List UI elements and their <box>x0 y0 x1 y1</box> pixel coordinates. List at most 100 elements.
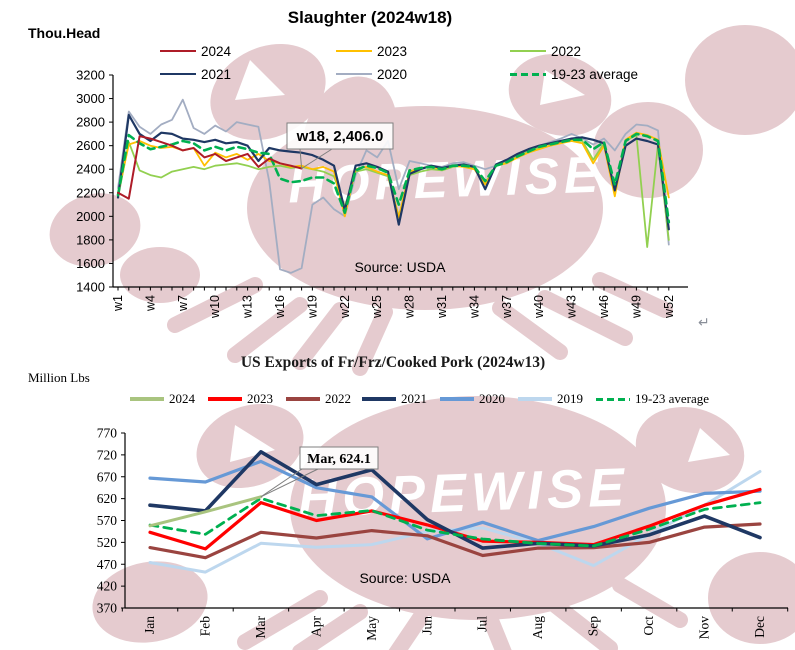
slaughter-annotation-box <box>286 122 394 150</box>
slaughter-y-label: 1800 <box>76 232 105 247</box>
legend-item-2019: 2019 <box>518 391 583 406</box>
pork_exports-series-2022 <box>148 522 762 560</box>
legend-item-2021: 2021 <box>160 66 232 82</box>
slaughter-x-label: w25 <box>370 295 384 319</box>
legend-item-2020: 2020 <box>440 391 505 406</box>
slaughter-y-label: 3000 <box>76 91 105 106</box>
paragraph-return-mark: ↵ <box>698 314 710 330</box>
legend-item-2021: 2021 <box>362 391 427 406</box>
legend-item-19-23-average: 19-23 average <box>596 391 709 406</box>
annotation-leader <box>301 148 333 169</box>
annotation-leader <box>299 148 303 169</box>
pork_exports-series-19-23-average <box>148 496 762 548</box>
slaughter-x-label: w19 <box>305 295 319 319</box>
slaughter-x-label: w28 <box>403 295 417 319</box>
pork_exports-x-label: Aug <box>530 616 545 639</box>
legend-label-19-23-average: 19-23 average <box>635 391 709 406</box>
legend-swatch-2023 <box>208 397 242 401</box>
legend-item-2023: 2023 <box>336 43 408 59</box>
pork_exports-annotation-box <box>299 446 379 470</box>
pork_exports-annotation-text: Mar, 624.1 <box>307 452 371 467</box>
legend-swatch-19-23-average <box>596 397 630 401</box>
legend-label-2020: 2020 <box>479 391 505 406</box>
pork_exports-series-2020 <box>148 459 762 543</box>
slaughter-series-2024 <box>117 135 303 200</box>
slaughter-x-label: w46 <box>597 295 611 319</box>
legend-swatch-2024 <box>160 49 196 53</box>
pork_exports-x-label: Nov <box>697 616 712 639</box>
pork_exports-x-label: Jun <box>419 616 434 635</box>
pork_exports-y-label: 520 <box>97 535 118 550</box>
legend-swatch-2019 <box>518 397 552 401</box>
legend-item-2020: 2020 <box>336 66 408 82</box>
slaughter-y-label: 2000 <box>76 209 105 224</box>
legend-swatch-2022 <box>286 397 320 401</box>
legend-swatch-2023 <box>336 49 372 53</box>
legend-item-2024: 2024 <box>160 43 232 59</box>
legend-swatch-2020 <box>440 397 474 401</box>
top-chart-unit-label: Thou.Head <box>28 25 101 41</box>
legend-item-2023: 2023 <box>208 391 273 406</box>
slaughter-y-label: 1600 <box>76 256 105 271</box>
pork_exports-x-label: May <box>364 616 379 641</box>
slaughter-x-label: w4 <box>143 295 157 312</box>
legend-item-19-23-average: 19-23 average <box>510 66 639 82</box>
slaughter-source-note: Source: USDA <box>354 259 446 275</box>
annotation-leader <box>260 468 319 498</box>
slaughter-y-label: 2600 <box>76 138 105 153</box>
slaughter-x-label: w40 <box>532 295 546 319</box>
legend-label-2019: 2019 <box>557 391 583 406</box>
legend-label-2021: 2021 <box>201 66 232 82</box>
legend-label-2020: 2020 <box>377 66 408 82</box>
legend-item-2022: 2022 <box>510 43 582 59</box>
legend-label-2023: 2023 <box>247 391 273 406</box>
legend-item-2022: 2022 <box>286 391 351 406</box>
pork_exports-x-label: Mar <box>253 616 268 639</box>
legend-label-2022: 2022 <box>551 43 582 59</box>
pork_exports-x-label: Jan <box>142 616 157 634</box>
legend-label-2023: 2023 <box>377 43 408 59</box>
legend-label-2021: 2021 <box>401 391 427 406</box>
pork_exports-x-label: Dec <box>752 616 767 638</box>
legend-swatch-2020 <box>336 72 372 76</box>
slaughter-x-label: w22 <box>338 295 352 319</box>
slaughter-y-label: 2400 <box>76 162 105 177</box>
top-chart-title: Slaughter (2024w18) <box>287 8 453 27</box>
slaughter-x-label: w49 <box>629 295 643 319</box>
legend-item-2024: 2024 <box>130 391 195 406</box>
pork_exports-series-2024 <box>148 495 263 528</box>
slaughter-y-label: 3200 <box>76 68 105 83</box>
slaughter-series-19-23-average <box>116 132 671 224</box>
legend-label-2024: 2024 <box>169 391 195 406</box>
pork_exports-x-label: Apr <box>308 616 323 637</box>
legend-label-2022: 2022 <box>325 391 351 406</box>
slaughter-x-label: w31 <box>435 295 449 319</box>
bottom-chart-unit-label: Million Lbs <box>28 370 90 385</box>
legend-swatch-19-23-average <box>510 72 546 76</box>
legend-label-2024: 2024 <box>201 43 232 59</box>
pork_exports-x-label: Oct <box>641 616 656 636</box>
slaughter-y-label: 1400 <box>76 280 105 295</box>
slaughter-x-label: w43 <box>565 295 579 319</box>
legend-label-19-23-average: 19-23 average <box>551 66 639 82</box>
slaughter-y-label: 2200 <box>76 185 105 200</box>
annotation-leader <box>260 468 303 498</box>
slaughter-annotation-text: w18, 2,406.0 <box>296 128 384 145</box>
pork_exports-y-label: 470 <box>97 557 118 572</box>
pork_exports-y-label: 370 <box>97 601 118 616</box>
slaughter-series-2021 <box>116 113 670 231</box>
pork_exports-y-label: 670 <box>97 469 118 484</box>
slaughter-x-label: w37 <box>500 295 514 319</box>
slaughter-y-label: 2800 <box>76 115 105 130</box>
slaughter-x-label: w34 <box>467 295 481 319</box>
pork_exports-y-label: 620 <box>97 491 118 506</box>
slaughter-series-2020 <box>117 98 670 274</box>
pork_exports-y-label: 420 <box>97 579 118 594</box>
pork_exports-x-label: Jul <box>475 616 490 632</box>
slaughter-x-label: w10 <box>208 295 222 319</box>
pork_exports-y-label: 570 <box>97 513 118 528</box>
pork_exports-y-label: 720 <box>97 447 118 462</box>
legend-swatch-2022 <box>510 49 546 53</box>
